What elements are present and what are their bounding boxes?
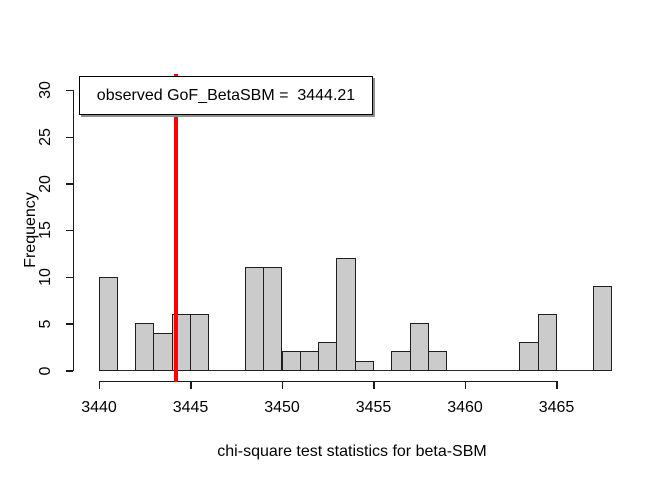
y-tick-label: 20 [37, 174, 54, 193]
x-axis-tick [281, 380, 283, 389]
y-tick-label: 15 [37, 221, 54, 240]
histogram-bar [354, 360, 374, 372]
histogram-bar [519, 341, 539, 372]
y-tick-label: 30 [37, 81, 54, 100]
histogram-bar [391, 351, 411, 372]
histogram-bar [318, 341, 338, 372]
y-axis-tick [65, 89, 73, 92]
y-axis-tick [65, 183, 73, 185]
histogram-bar [98, 276, 118, 372]
x-axis-line [99, 380, 558, 382]
x-axis-tick [556, 380, 558, 389]
histogram-bar [427, 351, 448, 372]
histogram-bar [409, 323, 429, 372]
y-axis-tick [65, 136, 73, 139]
histogram-bar [299, 351, 320, 372]
histogram-bar [153, 332, 173, 372]
histogram-bar [244, 267, 265, 372]
y-axis-tick [65, 276, 73, 279]
histogram-bar [281, 351, 301, 372]
x-tick-label: 3460 [447, 399, 483, 416]
y-axis-line [72, 90, 74, 372]
histogram-bar [190, 313, 210, 372]
y-tick-label: 25 [37, 128, 54, 147]
y-tick-label: 10 [37, 268, 54, 287]
histogram-bar [135, 323, 155, 372]
x-axis-tick [464, 380, 466, 389]
x-axis-title: chi-square test statistics for beta-SBM [217, 443, 487, 460]
x-tick-label: 3445 [172, 399, 209, 416]
histogram-bar [537, 313, 557, 372]
x-axis-tick [98, 380, 100, 389]
x-tick-label: 3455 [355, 399, 392, 416]
y-axis-tick [65, 370, 73, 372]
x-tick-label: 3465 [538, 399, 575, 416]
y-axis-tick [65, 323, 73, 325]
y-axis-title: Frequency [22, 192, 39, 268]
observed-value-line [174, 74, 179, 382]
y-axis-tick [65, 229, 73, 232]
x-tick-label: 3440 [81, 399, 117, 416]
y-tick-label: 0 [37, 366, 54, 375]
histogram-bar [592, 285, 612, 372]
y-tick-label: 5 [37, 319, 54, 329]
legend-box: observed GoF_BetaSBM = 3444.21 [79, 76, 373, 115]
x-tick-label: 3450 [264, 399, 300, 416]
legend-text: observed GoF_BetaSBM = 3444.21 [96, 86, 356, 104]
x-axis-tick [190, 380, 192, 389]
histogram-bar [263, 267, 283, 372]
x-axis-tick [373, 380, 375, 389]
histogram-bar [336, 257, 356, 372]
